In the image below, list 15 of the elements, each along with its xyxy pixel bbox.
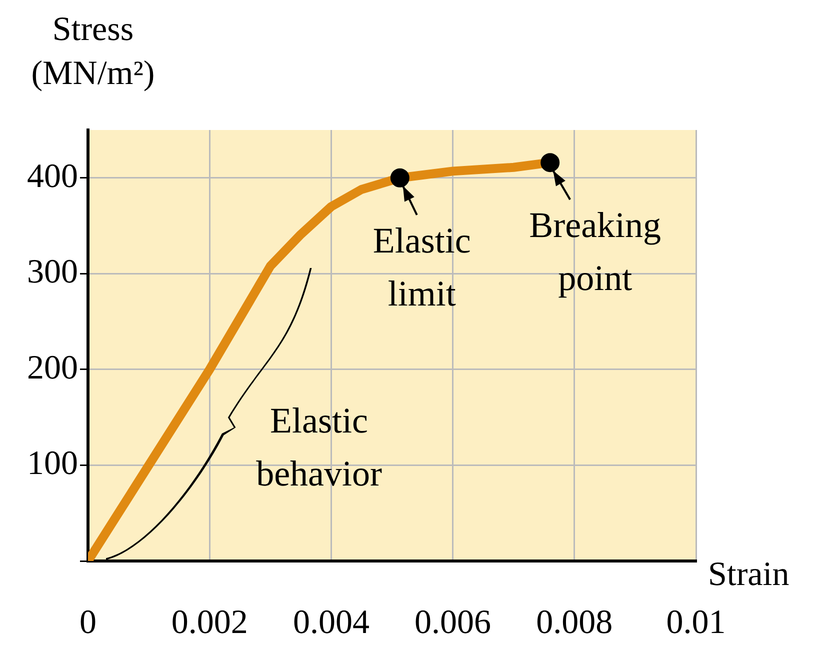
annotation: Elastic limit (372, 220, 471, 314)
x-axis-title: Strain (708, 556, 790, 594)
y-tick-label: 100 (27, 445, 78, 482)
y-tick-label: 300 (27, 254, 78, 291)
x-tick-label: 0.004 (292, 604, 370, 641)
x-tick-label: 0.002 (171, 604, 248, 641)
x-tick-label: 0 (80, 604, 96, 641)
y-tick-label: 200 (27, 349, 78, 386)
annotation: Elastic behavior (256, 400, 382, 494)
x-tick-label: 0.006 (414, 604, 492, 641)
annotation: Breaking point (529, 205, 662, 298)
y-tick-label: 400 (27, 158, 78, 195)
x-tick-label: 0.008 (536, 604, 613, 641)
y-axis-title: Stress (MN/m²) (30, 10, 156, 94)
x-tick-label: 0.01 (666, 604, 726, 641)
